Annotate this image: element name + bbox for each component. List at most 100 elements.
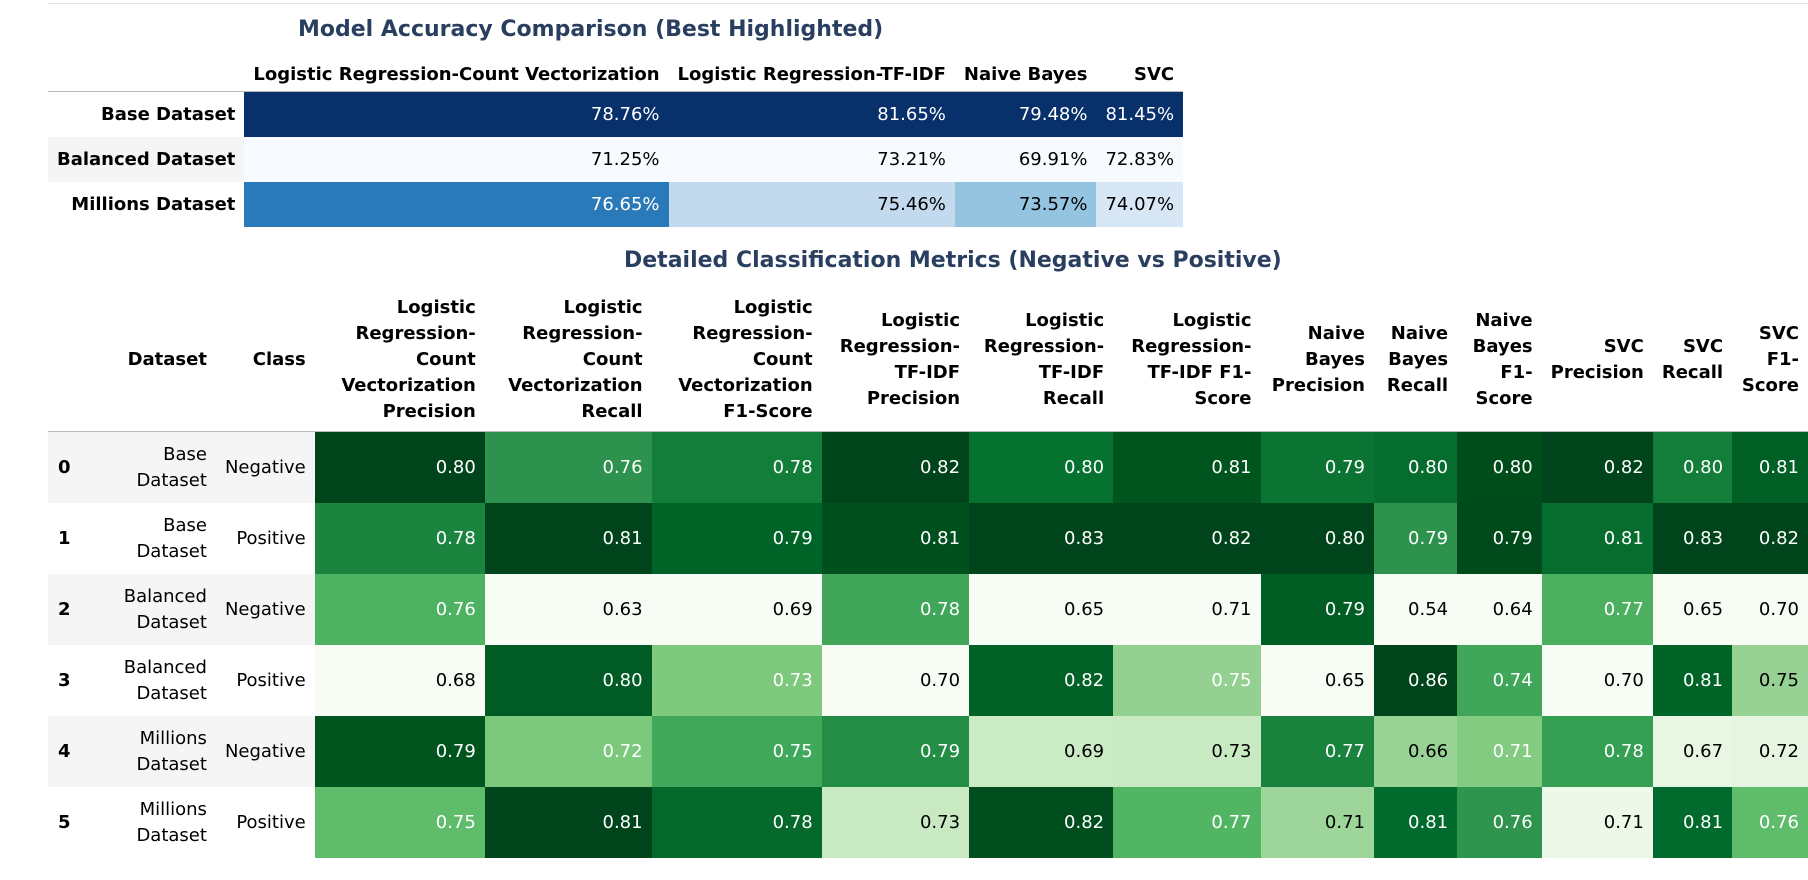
metrics-cell: 0.80 xyxy=(314,431,485,503)
metrics-cell: 0.81 xyxy=(1373,787,1458,858)
top-divider xyxy=(48,3,1808,4)
metrics-cell: 0.79 xyxy=(1457,503,1542,574)
accuracy-table: Logistic Regression-Count Vectorization L… xyxy=(48,58,1184,227)
metrics-cell: 0.86 xyxy=(1373,645,1458,716)
metrics-cell: 0.68 xyxy=(314,645,485,716)
metrics-dataset-cell: Base Dataset xyxy=(87,431,216,503)
metrics-row-index: 1 xyxy=(58,528,71,549)
accuracy-row-label: Balanced Dataset xyxy=(48,137,245,182)
metrics-cell: 0.82 xyxy=(969,787,1114,858)
accuracy-row: Base Dataset 78.76% 81.65% 79.48% 81.45% xyxy=(48,91,1184,137)
accuracy-column-header: Naive Bayes xyxy=(954,58,1097,92)
metrics-cell: 0.77 xyxy=(1260,716,1374,787)
metrics-cell: 0.78 xyxy=(314,503,485,574)
metrics-column-header: Logistic Regression-TF-IDF Precision xyxy=(821,289,970,432)
metrics-class-cell: Negative xyxy=(215,431,315,503)
accuracy-row: Millions Dataset 76.65% 75.46% 73.57% 74.07% xyxy=(48,182,1184,227)
accuracy-cell: 74.07% xyxy=(1096,182,1184,227)
accuracy-cell: 79.48% xyxy=(954,91,1097,137)
metrics-cell: 0.73 xyxy=(1113,716,1261,787)
metrics-cell: 0.82 xyxy=(1541,431,1653,503)
metrics-cell: 0.82 xyxy=(1113,503,1261,574)
metrics-cell: 0.66 xyxy=(1373,716,1458,787)
metrics-cell: 0.79 xyxy=(821,716,970,787)
accuracy-column-header: Logistic Regression-Count Vectorization xyxy=(244,58,669,92)
metrics-cell: 0.83 xyxy=(969,503,1114,574)
accuracy-cell: 73.57% xyxy=(954,182,1097,227)
metrics-cell: 0.72 xyxy=(1732,716,1808,787)
metrics-cell: 0.69 xyxy=(969,716,1114,787)
metrics-class-cell: Positive xyxy=(236,670,306,691)
metrics-column-header: SVC Recall xyxy=(1652,289,1733,432)
metrics-class-cell: Positive xyxy=(236,528,306,549)
accuracy-row: Balanced Dataset 71.25% 73.21% 69.91% 72.83% xyxy=(48,137,1184,182)
accuracy-column-header: SVC xyxy=(1096,58,1184,92)
metrics-cell: 0.54 xyxy=(1373,574,1458,645)
metrics-column-header: Logistic Regression-Count Vectorization … xyxy=(484,289,652,432)
metrics-cell: 0.82 xyxy=(821,431,970,503)
metrics-row-index: 4 xyxy=(48,716,88,787)
metrics-column-header: Logistic Regression-Count Vectorization … xyxy=(651,289,822,432)
metrics-cell: 0.78 xyxy=(651,431,822,503)
metrics-cell: 0.64 xyxy=(1457,574,1542,645)
metrics-column-header: Naive Bayes Recall xyxy=(1373,289,1458,432)
metrics-cell: 0.81 xyxy=(484,503,652,574)
metrics-row: 5 Millions Dataset Positive 0.75 0.81 0.78 0.7… xyxy=(48,787,1808,858)
metrics-cell: 0.65 xyxy=(969,574,1114,645)
metrics-cell: 0.80 xyxy=(1373,431,1458,503)
metrics-column-header: Class xyxy=(215,289,315,432)
metrics-table: Dataset Class Logistic Regression-Count Ve… xyxy=(48,289,1808,858)
metrics-cell: 0.80 xyxy=(484,645,652,716)
accuracy-table-caption: Model Accuracy Comparison (Best Highligh… xyxy=(298,17,884,42)
metrics-cell: 0.72 xyxy=(484,716,652,787)
metrics-cell: 0.81 xyxy=(1652,645,1733,716)
metrics-class-cell: Positive xyxy=(236,812,306,833)
metrics-cell: 0.79 xyxy=(1260,574,1374,645)
metrics-cell: 0.71 xyxy=(1260,787,1374,858)
accuracy-cell: 81.65% xyxy=(668,91,955,137)
metrics-dataset-cell: Millions Dataset xyxy=(136,798,207,846)
metrics-cell: 0.76 xyxy=(484,431,652,503)
metrics-cell: 0.71 xyxy=(1113,574,1261,645)
metrics-column-header: Logistic Regression-TF-IDF F1-Score xyxy=(1113,289,1261,432)
metrics-column-header: Naive Bayes Precision xyxy=(1260,289,1374,432)
metrics-row: 1 Base Dataset Positive 0.78 0.81 0.79 0.81 0.8… xyxy=(48,503,1808,574)
metrics-cell: 0.70 xyxy=(821,645,970,716)
accuracy-cell: 75.46% xyxy=(668,182,955,227)
metrics-cell: 0.80 xyxy=(1260,503,1374,574)
metrics-cell: 0.77 xyxy=(1541,574,1653,645)
metrics-row-index: 0 xyxy=(48,431,88,503)
metrics-cell: 0.70 xyxy=(1541,645,1653,716)
metrics-cell: 0.80 xyxy=(1457,431,1542,503)
metrics-class-cell: Negative xyxy=(215,574,315,645)
metrics-cell: 0.80 xyxy=(969,431,1114,503)
metrics-column-header: Dataset xyxy=(87,289,216,432)
metrics-row-index: 5 xyxy=(58,812,71,833)
metrics-cell: 0.71 xyxy=(1457,716,1542,787)
metrics-cell: 0.78 xyxy=(821,574,970,645)
metrics-cell: 0.79 xyxy=(1373,503,1458,574)
metrics-cell: 0.81 xyxy=(1113,431,1261,503)
metrics-column-header: SVC F1-Score xyxy=(1732,289,1808,432)
accuracy-cell: 76.65% xyxy=(244,182,669,227)
metrics-cell: 0.83 xyxy=(1652,503,1733,574)
accuracy-cell: 81.45% xyxy=(1096,91,1184,137)
metrics-index-header xyxy=(48,289,88,432)
accuracy-cell: 72.83% xyxy=(1096,137,1184,182)
metrics-cell: 0.79 xyxy=(314,716,485,787)
metrics-cell: 0.63 xyxy=(484,574,652,645)
metrics-cell: 0.81 xyxy=(484,787,652,858)
metrics-cell: 0.71 xyxy=(1541,787,1653,858)
metrics-dataset-cell: Base Dataset xyxy=(136,514,207,562)
metrics-cell: 0.73 xyxy=(821,787,970,858)
metrics-table-caption: Detailed Classification Metrics (Negativ… xyxy=(624,248,1282,273)
metrics-column-header: Logistic Regression-Count Vectorization … xyxy=(314,289,485,432)
accuracy-cell: 73.21% xyxy=(668,137,955,182)
metrics-cell: 0.82 xyxy=(1732,503,1808,574)
metrics-dataset-cell: Balanced Dataset xyxy=(87,574,216,645)
metrics-cell: 0.75 xyxy=(1732,645,1808,716)
accuracy-cell: 71.25% xyxy=(244,137,669,182)
metrics-column-header: SVC Precision xyxy=(1541,289,1653,432)
metrics-cell: 0.76 xyxy=(314,574,485,645)
metrics-column-header: Naive Bayes F1-Score xyxy=(1457,289,1542,432)
